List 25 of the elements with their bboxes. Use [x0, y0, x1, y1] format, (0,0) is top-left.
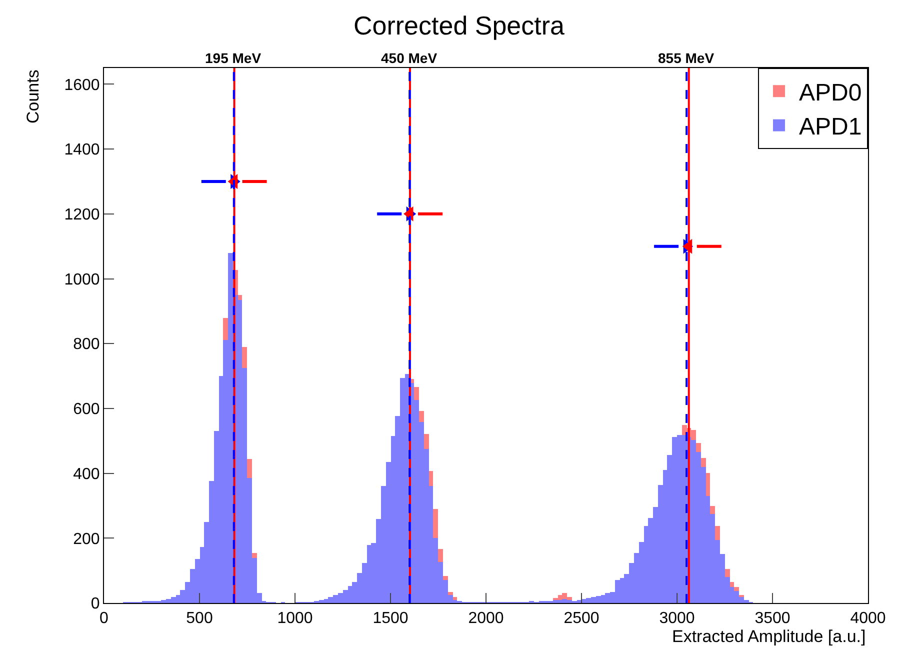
x-tick-label: 500: [186, 610, 213, 628]
y-tick-label: 800: [73, 336, 100, 354]
y-tick-label: 1400: [64, 142, 100, 159]
x-tick-label: 1000: [277, 610, 313, 628]
ref-line-label: 450 MeV: [381, 50, 438, 66]
y-tick-label: 200: [73, 530, 100, 548]
x-tick-label: 3500: [754, 610, 790, 628]
ref-line-label: 195 MeV: [205, 50, 262, 66]
x-axis-title: Extracted Amplitude [a.u.]: [672, 627, 866, 646]
y-tick-label: 1000: [64, 271, 100, 288]
x-tick-label: 4000: [850, 610, 886, 628]
x-tick-label: 2000: [468, 610, 504, 628]
x-tick-label: 2500: [564, 610, 600, 628]
y-tick-label: 0: [90, 596, 100, 613]
y-tick-label: 1200: [64, 206, 100, 224]
y-tick-label: 400: [73, 466, 100, 483]
ref-line-label: 855 MeV: [658, 50, 715, 66]
y-tick-label: 600: [73, 401, 100, 418]
y-axis-title: Counts: [24, 70, 42, 124]
y-tick-label: 1600: [64, 76, 100, 94]
x-tick-label: 1500: [372, 610, 408, 628]
x-tick-label: 3000: [659, 610, 695, 628]
chart-title: Corrected Spectra: [354, 10, 566, 40]
legend-label: APD0: [799, 79, 862, 106]
legend-label: APD1: [799, 114, 862, 141]
